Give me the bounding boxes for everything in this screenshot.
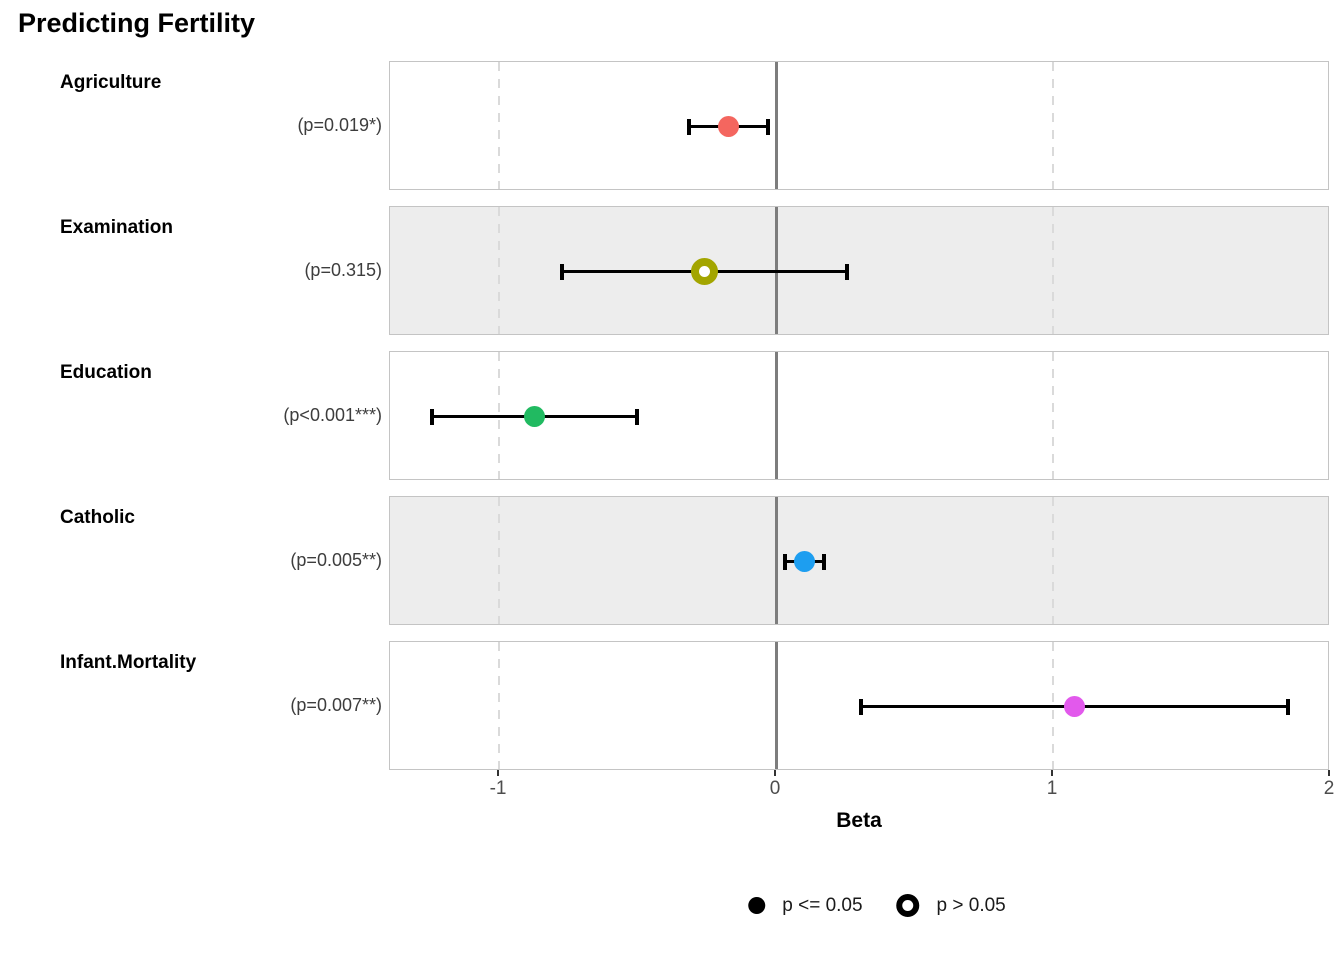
term-label-catholic: Catholic — [60, 507, 135, 528]
ci-upper-cap — [765, 118, 770, 135]
x-axis-title: Beta — [836, 809, 882, 832]
estimate-point-examination — [691, 258, 719, 285]
gridline-dashed — [1052, 62, 1054, 189]
legend-label: p > 0.05 — [936, 894, 1006, 916]
legend-item-significant: p <= 0.05 — [748, 894, 863, 917]
legend-item-not-significant: p > 0.05 — [896, 894, 1006, 917]
p-value-label-agriculture: (p=0.019*) — [297, 115, 382, 135]
ci-upper-cap — [635, 408, 640, 425]
ci-lower-cap — [430, 408, 435, 425]
ci-upper-cap — [1285, 698, 1290, 715]
x-axis-tick-label: 1 — [1046, 778, 1058, 799]
x-axis-tick-label: 2 — [1323, 778, 1335, 799]
gridline-dashed — [1052, 497, 1054, 624]
x-axis-tick — [1051, 770, 1053, 776]
ci-lower-cap — [560, 263, 565, 280]
term-label-education: Education — [60, 362, 152, 383]
p-value-label-infant-mortality: (p=0.007**) — [290, 695, 382, 715]
legend-filled-circle-icon — [748, 897, 766, 914]
gridline-dashed — [498, 642, 501, 769]
ci-upper-cap — [844, 263, 849, 280]
gridline-dashed — [1052, 207, 1054, 334]
facet-panel-agriculture — [389, 61, 1329, 190]
ci-lower-cap — [858, 698, 863, 715]
facet-panel-education — [389, 351, 1329, 480]
legend-open-circle-icon — [896, 894, 920, 917]
x-axis-tick — [497, 770, 500, 776]
gridline-dashed — [498, 207, 501, 334]
x-axis-tick-label: -1 — [489, 778, 507, 799]
gridline-dashed — [498, 62, 501, 189]
term-label-infant-mortality: Infant.Mortality — [60, 652, 197, 673]
p-value-label-catholic: (p=0.005**) — [290, 550, 382, 570]
estimate-point-education — [524, 406, 546, 427]
p-value-label-education: (p<0.001***) — [283, 405, 382, 425]
ci-lower-cap — [687, 118, 692, 135]
legend-label: p <= 0.05 — [782, 894, 863, 916]
ci-upper-cap — [822, 553, 827, 570]
facet-panel-examination — [389, 206, 1329, 335]
zero-reference-line — [774, 352, 778, 479]
zero-reference-line — [774, 497, 778, 624]
legend: p <= 0.05 p > 0.05 — [748, 894, 1006, 917]
estimate-point-agriculture — [717, 116, 739, 137]
p-value-label-examination: (p=0.315) — [304, 260, 382, 280]
zero-reference-line — [774, 62, 778, 189]
facet-panel-catholic — [389, 496, 1329, 625]
x-axis-tick — [774, 770, 777, 776]
term-label-agriculture: Agriculture — [60, 72, 162, 93]
gridline-dashed — [498, 497, 501, 624]
ci-lower-cap — [783, 553, 788, 570]
facet-panel-infant-mortality — [389, 641, 1329, 770]
gridline-dashed — [1052, 352, 1054, 479]
estimate-point-catholic — [794, 551, 816, 572]
estimate-point-infant-mortality — [1063, 696, 1085, 717]
x-axis-tick-label: 0 — [769, 778, 781, 799]
zero-reference-line — [774, 642, 778, 769]
x-axis-tick — [1328, 770, 1330, 776]
chart-title: Predicting Fertility — [18, 8, 256, 38]
term-label-examination: Examination — [60, 217, 173, 238]
